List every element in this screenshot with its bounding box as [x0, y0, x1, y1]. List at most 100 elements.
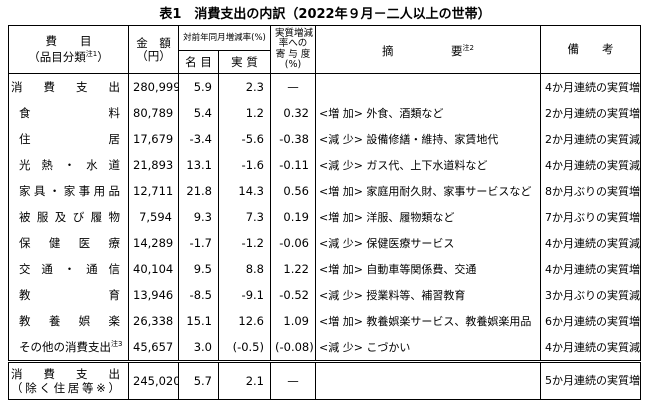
- item-name: 食料: [19, 106, 120, 120]
- item-name: 住居: [19, 132, 120, 146]
- table-row: 保健医療 14,289 -1.7 -1.2 -0.06 <減 少> 保健医療サービス 4か月…: [8, 230, 641, 256]
- amount-cell: 7,594: [128, 204, 179, 230]
- summary-cell: [315, 73, 541, 100]
- header-real: 実 質: [218, 50, 271, 74]
- nominal-cell: 3.0: [178, 334, 219, 363]
- item-name: 被服及び履物: [19, 210, 120, 224]
- header-change: 対前年同月増減率(%): [178, 25, 271, 51]
- real-cell: -9.1: [218, 282, 271, 308]
- summary-cell: <増 加> 家庭用耐久財、家事サービスなど: [315, 178, 541, 204]
- contribution-cell: 1.09: [270, 308, 316, 334]
- table-row: 消費支出 （除く住居等※） 245,020 5.7 2.1—5か月連続の実質増加: [8, 361, 641, 400]
- table-row: 教育 13,946 -8.5 -9.1 -0.52 <減 少> 授業料等、補習教育 3か月ぶ…: [8, 282, 641, 308]
- real-cell: -1.6: [218, 152, 271, 178]
- contribution-cell: -0.38: [270, 126, 316, 152]
- item-name: 家具・家事用品: [19, 184, 120, 198]
- contribution-cell: 1.22: [270, 256, 316, 282]
- remarks-cell: 4か月連続の実質減少: [540, 230, 641, 256]
- header-text: 金 額: [136, 35, 171, 50]
- summary-cell: <減 少> 授業料等、補習教育: [315, 282, 541, 308]
- nominal-cell: 13.1: [178, 152, 219, 178]
- item-name: 保健医療: [19, 236, 120, 250]
- contribution-cell: (-0.08): [270, 334, 316, 363]
- item-name: 教養娯楽: [19, 314, 120, 328]
- nominal-cell: -3.4: [178, 126, 219, 152]
- table-row: 教養娯楽 26,338 15.1 12.6 1.09 <増 加> 教養娯楽サービス、教養娯…: [8, 308, 641, 334]
- real-cell: 8.8: [218, 256, 271, 282]
- item-name: 消費支出: [11, 80, 120, 94]
- remarks-cell: 2か月連続の実質減少: [540, 126, 641, 152]
- amount-cell: 245,020: [128, 361, 179, 400]
- contribution-cell: 0.56: [270, 178, 316, 204]
- item-cell: 交通・通信: [8, 256, 129, 282]
- table-row: その他の消費支出注3 45,657 3.0 (-0.5) (-0.08) <減 少> こづ…: [8, 334, 641, 363]
- remarks-cell: 7か月ぶりの実質増加: [540, 204, 641, 230]
- remarks-cell: 4か月連続の実質増加: [540, 256, 641, 282]
- header-item: 費 目（品目分類注1）: [8, 25, 129, 74]
- summary-cell: <減 少> こづかい: [315, 334, 541, 363]
- item-cell: 保健医療: [8, 230, 129, 256]
- remarks-cell: 6か月連続の実質増加: [540, 308, 641, 334]
- header-remarks: 備 考: [540, 25, 641, 74]
- real-cell: 1.2: [218, 100, 271, 126]
- header-text: 摘 要: [382, 43, 463, 58]
- header-text: (%): [284, 59, 302, 70]
- table-row: 光熱・水道 21,893 13.1 -1.6 -0.11 <減 少> ガス代、上下水道料な…: [8, 152, 641, 178]
- item-cell: 教育: [8, 282, 129, 308]
- real-cell: 2.3: [218, 73, 271, 100]
- contribution-cell: -0.52: [270, 282, 316, 308]
- item-cell: 消費支出 （除く住居等※）: [8, 361, 129, 400]
- contribution-cell: 0.32: [270, 100, 316, 126]
- amount-cell: 40,104: [128, 256, 179, 282]
- header-text: 費 目: [45, 34, 92, 49]
- table-row: 交通・通信 40,104 9.5 8.8 1.22 <増 加> 自動車等関係費、交通 4か月…: [8, 256, 641, 282]
- contribution-cell: 0.19: [270, 204, 316, 230]
- summary-cell: [315, 361, 541, 400]
- note: 注3: [111, 340, 123, 349]
- amount-cell: 26,338: [128, 308, 179, 334]
- summary-cell: <増 加> 自動車等関係費、交通: [315, 256, 541, 282]
- header-text: 率への: [278, 38, 308, 49]
- item-name: 消費支出: [11, 367, 120, 381]
- amount-cell: 12,711: [128, 178, 179, 204]
- nominal-cell: 15.1: [178, 308, 219, 334]
- real-cell: 2.1: [218, 361, 271, 400]
- real-cell: -1.2: [218, 230, 271, 256]
- header-text: 実質増減: [275, 27, 314, 39]
- expenditure-table: 費 目（品目分類注1） 金 額（円） 対前年同月増減率(%) 実質増減 率への寄 …: [8, 25, 641, 400]
- item-cell: 消費支出: [8, 73, 129, 100]
- real-cell: 12.6: [218, 308, 271, 334]
- nominal-cell: 5.9: [178, 73, 219, 100]
- table-row: 家具・家事用品 12,711 21.8 14.3 0.56 <増 加> 家庭用耐久財、家事…: [8, 178, 641, 204]
- amount-cell: 280,999: [128, 73, 179, 100]
- real-cell: -5.6: [218, 126, 271, 152]
- item-cell: 住居: [8, 126, 129, 152]
- header-contribution: 実質増減 率への寄 与 度 (%): [270, 25, 316, 74]
- amount-cell: 13,946: [128, 282, 179, 308]
- item-cell: 家具・家事用品: [8, 178, 129, 204]
- header-text: ）: [97, 49, 109, 64]
- header-amount: 金 額（円）: [128, 25, 179, 74]
- contribution-cell: —: [270, 361, 316, 400]
- nominal-cell: 5.7: [178, 361, 219, 400]
- item-cell: 教養娯楽: [8, 308, 129, 334]
- nominal-cell: 21.8: [178, 178, 219, 204]
- amount-cell: 21,893: [128, 152, 179, 178]
- note: 注1: [85, 50, 98, 59]
- item-cell: 光熱・水道: [8, 152, 129, 178]
- header-text: 寄 与 度: [275, 48, 311, 60]
- header-summary: 摘 要注2: [315, 25, 541, 74]
- remarks-cell: 4か月連続の実質減少: [540, 334, 641, 363]
- table-row: 住居 17,679 -3.4 -5.6 -0.38 <減 少> 設備修繕・維持、家賃地代 2…: [8, 126, 641, 152]
- summary-cell: <増 加> 洋服、履物類など: [315, 204, 541, 230]
- contribution-cell: -0.06: [270, 230, 316, 256]
- real-cell: 14.3: [218, 178, 271, 204]
- summary-cell: <減 少> 設備修繕・維持、家賃地代: [315, 126, 541, 152]
- header-text: （円）: [136, 48, 171, 63]
- contribution-cell: —: [270, 73, 316, 100]
- nominal-cell: 9.5: [178, 256, 219, 282]
- remarks-cell: 2か月連続の実質増加: [540, 100, 641, 126]
- item-cell: その他の消費支出注3: [8, 334, 129, 363]
- item-name: 光熱・水道: [19, 158, 120, 172]
